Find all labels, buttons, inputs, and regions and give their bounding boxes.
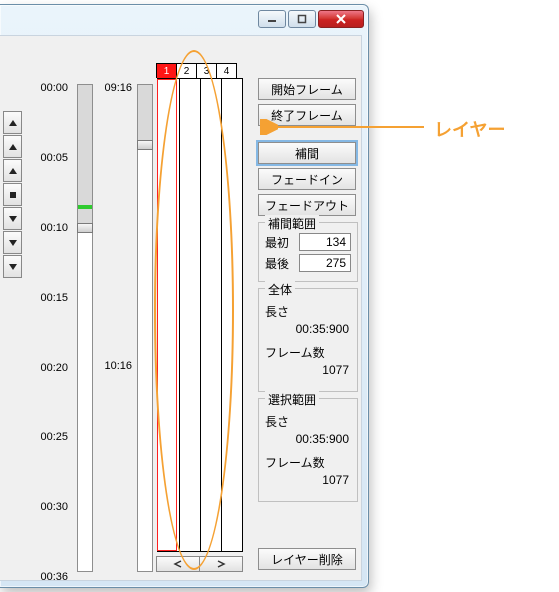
annotation-arrow	[0, 0, 559, 592]
annotation-label: レイヤー	[434, 116, 505, 142]
